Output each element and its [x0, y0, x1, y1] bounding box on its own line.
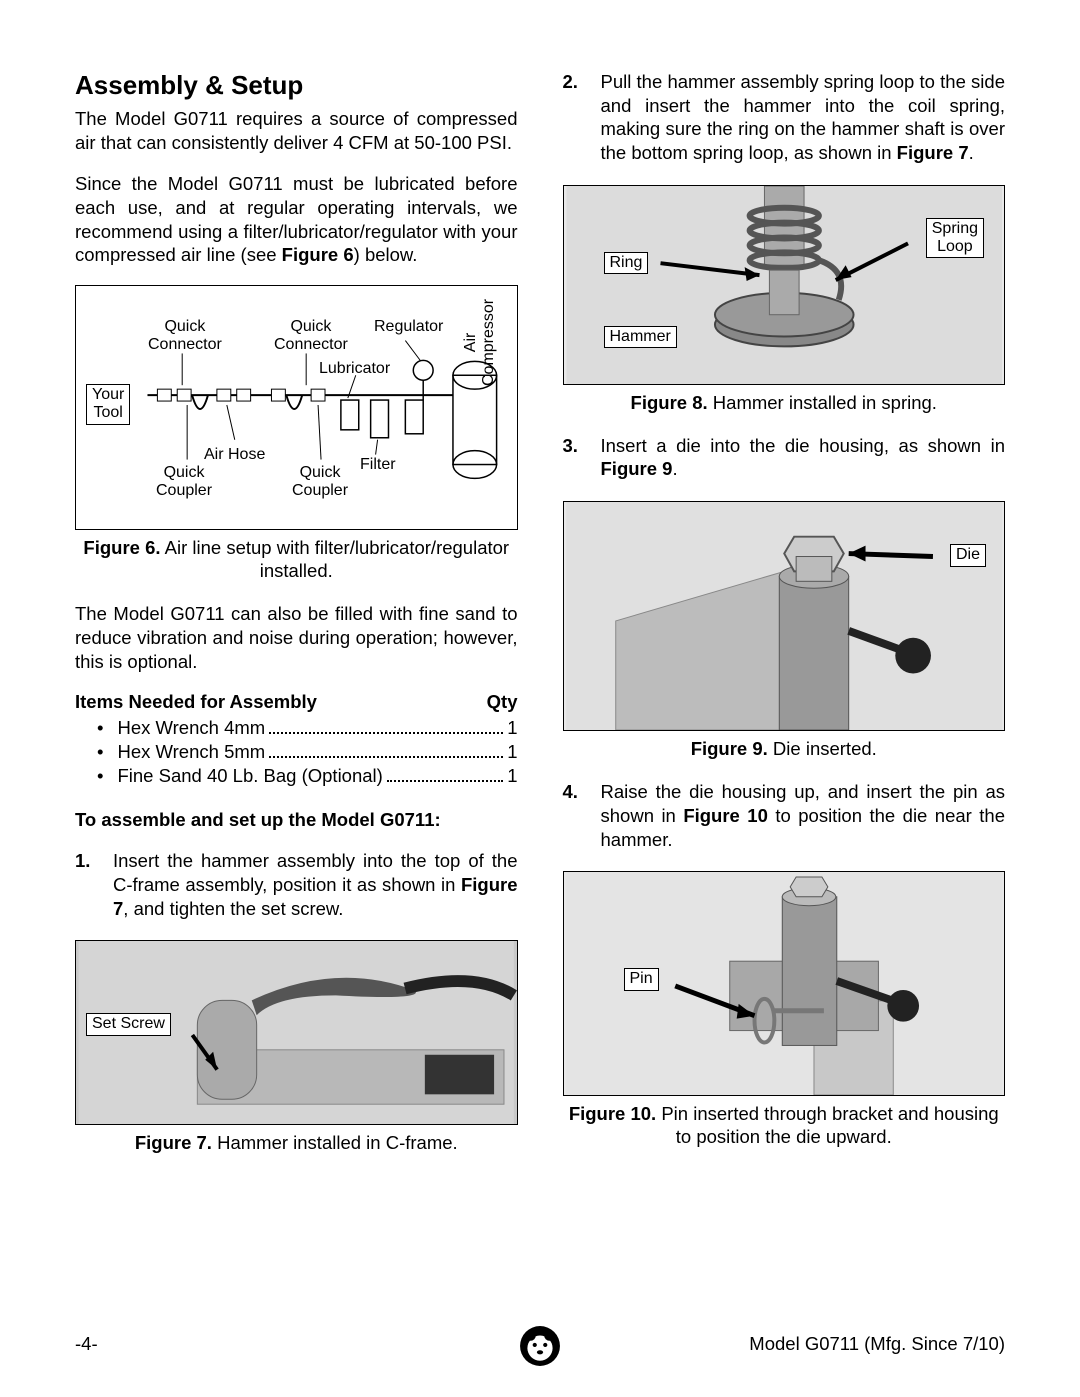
fig6-aircomp: Air Compressor [462, 299, 497, 386]
figure-10-caption: Figure 10. Pin inserted through bracket … [563, 1102, 1006, 1148]
fig6-lubricator: Lubricator [319, 360, 390, 378]
intro-p1: The Model G0711 requires a source of com… [75, 107, 518, 154]
fig7-set-screw-label: Set Screw [86, 1013, 171, 1035]
footer-model: Model G0711 (Mfg. Since 7/10) [749, 1333, 1005, 1355]
step2-c: . [969, 142, 974, 163]
figure-7-caption: Figure 7. Hammer installed in C-frame. [75, 1131, 518, 1154]
figure-9-photo [564, 502, 1005, 730]
fig9-die-label: Die [950, 544, 986, 566]
step3-c: . [672, 458, 677, 479]
fig8-ring-label: Ring [604, 252, 649, 274]
fig8-label: Figure 8. [631, 392, 708, 413]
figure-8-caption: Figure 8. Hammer installed in spring. [563, 391, 1006, 414]
step-3: 3. Insert a die into the die housing, as… [563, 434, 1006, 481]
item-row: • Hex Wrench 5mm 1 [75, 741, 518, 763]
item-dots [269, 756, 503, 758]
items-header-r: Qty [487, 691, 518, 713]
fig10-text: Pin inserted through bracket and housing… [656, 1103, 998, 1147]
step-num: 4. [563, 780, 601, 851]
page-number: -4- [75, 1333, 98, 1355]
figure-10-box: Pin [563, 871, 1006, 1096]
step1-a: Insert the hammer assembly into the top … [113, 850, 518, 895]
items-header: Items Needed for Assembly Qty [75, 691, 518, 713]
fig6-airhose: Air Hose [204, 446, 265, 464]
step-num: 1. [75, 849, 113, 920]
item-name: Fine Sand 40 Lb. Bag (Optional) [117, 765, 382, 787]
right-column: 2. Pull the hammer assembly spring loop … [563, 70, 1006, 1174]
bear-logo-icon [519, 1325, 561, 1367]
fig6-your-tool: Your Tool [86, 384, 130, 425]
fig6-label: Figure 6. [83, 537, 160, 558]
assemble-subhead: To assemble and set up the Model G0711: [75, 809, 518, 831]
step-body: Raise the die housing up, and insert the… [601, 780, 1006, 851]
fig10-label: Figure 10. [569, 1103, 656, 1124]
step-num: 3. [563, 434, 601, 481]
item-qty: 1 [507, 741, 517, 763]
step-2: 2. Pull the hammer assembly spring loop … [563, 70, 1006, 165]
step1-c: , and tighten the set screw. [123, 898, 343, 919]
step4-figref: Figure 10 [683, 805, 768, 826]
fig9-label: Figure 9. [691, 738, 768, 759]
step-body: Insert the hammer assembly into the top … [113, 849, 518, 920]
fig6-qcp2: Quick Coupler [292, 464, 348, 499]
figure-6-box: Your Tool Quick Connector Quick Connecto… [75, 285, 518, 530]
intro-p2: Since the Model G0711 must be lubricated… [75, 172, 518, 267]
item-qty: 1 [507, 765, 517, 787]
p2-part-c: ) below. [354, 244, 418, 265]
fig6-regulator: Regulator [374, 318, 443, 336]
item-qty: 1 [507, 717, 517, 739]
step-1: 1. Insert the hammer assembly into the t… [75, 849, 518, 920]
figure-7-box: Set Screw [75, 940, 518, 1125]
step-body: Pull the hammer assembly spring loop to … [601, 70, 1006, 165]
item-dots [387, 780, 503, 782]
fig9-text: Die inserted. [768, 738, 877, 759]
left-column: Assembly & Setup The Model G0711 require… [75, 70, 518, 1174]
fig7-text: Hammer installed in C-frame. [212, 1132, 458, 1153]
fig6-qc2: Quick Connector [274, 318, 348, 353]
fig8-text: Hammer installed in spring. [708, 392, 937, 413]
item-row: • Fine Sand 40 Lb. Bag (Optional) 1 [75, 765, 518, 787]
fig8-springloop-label: Spring Loop [926, 218, 984, 259]
bullet-icon: • [97, 741, 103, 763]
step-num: 2. [563, 70, 601, 165]
figure-8-photo [564, 186, 1005, 384]
figure-9-caption: Figure 9. Die inserted. [563, 737, 1006, 760]
items-header-l: Items Needed for Assembly [75, 691, 317, 713]
figure-8-box: Ring Spring Loop Hammer [563, 185, 1006, 385]
item-name: Hex Wrench 4mm [117, 717, 265, 739]
fig6-text: Air line setup with filter/lubricator/re… [161, 537, 510, 581]
step3-a: Insert a die into the die housing, as sh… [601, 435, 1006, 456]
fig10-pin-label: Pin [624, 968, 659, 990]
bullet-icon: • [97, 765, 103, 787]
item-dots [269, 732, 503, 734]
fig6-qcp1: Quick Coupler [156, 464, 212, 499]
step-4: 4. Raise the die housing up, and insert … [563, 780, 1006, 851]
fig6-filter: Filter [360, 456, 396, 474]
step2-figref: Figure 7 [897, 142, 969, 163]
figure-6-caption: Figure 6. Air line setup with filter/lub… [75, 536, 518, 582]
item-row: • Hex Wrench 4mm 1 [75, 717, 518, 739]
item-name: Hex Wrench 5mm [117, 741, 265, 763]
figure-9-box: Die [563, 501, 1006, 731]
p3: The Model G0711 can also be filled with … [75, 602, 518, 673]
bullet-icon: • [97, 717, 103, 739]
fig6-qc1: Quick Connector [148, 318, 222, 353]
p2-figref: Figure 6 [282, 244, 354, 265]
step-body: Insert a die into the die housing, as sh… [601, 434, 1006, 481]
fig8-hammer-label: Hammer [604, 326, 677, 348]
step3-figref: Figure 9 [601, 458, 673, 479]
fig7-label: Figure 7. [135, 1132, 212, 1153]
section-title: Assembly & Setup [75, 70, 518, 101]
